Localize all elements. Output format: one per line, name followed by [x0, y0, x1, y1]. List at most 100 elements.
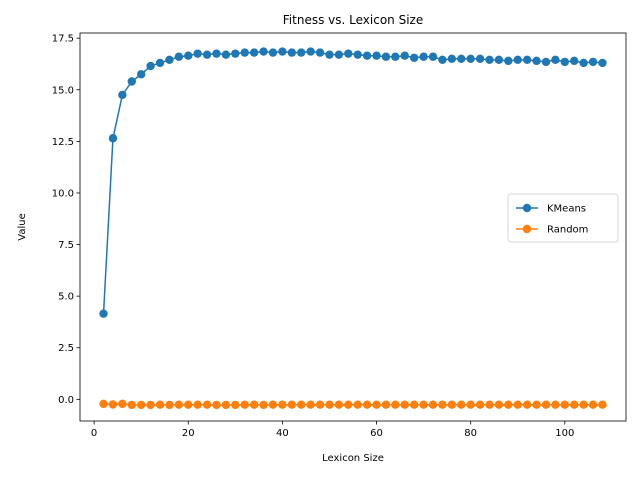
data-point: [278, 400, 287, 409]
data-point: [551, 55, 560, 65]
y-tick-label: 0.0: [58, 395, 74, 406]
data-point: [598, 58, 607, 68]
x-tick-label: 80: [464, 428, 477, 439]
y-tick-label: 12.5: [52, 137, 74, 148]
data-point: [438, 400, 447, 409]
y-tick-label: 2.5: [58, 343, 74, 354]
data-point: [240, 48, 249, 57]
data-point: [249, 48, 259, 57]
data-point: [541, 400, 551, 409]
data-point: [268, 400, 278, 409]
data-point: [344, 49, 353, 58]
legend-label: Random: [547, 225, 588, 236]
data-point: [409, 400, 419, 409]
data-point: [372, 400, 381, 409]
y-tick-label: 10.0: [52, 188, 74, 199]
data-point: [127, 400, 136, 410]
data-point: [306, 47, 315, 56]
data-point: [193, 400, 202, 409]
data-point: [475, 400, 485, 409]
data-point: [344, 400, 353, 409]
data-point: [428, 52, 438, 61]
legend-marker: [522, 224, 532, 234]
series-random: [99, 399, 607, 410]
data-point: [588, 400, 598, 409]
data-point: [249, 400, 259, 409]
x-tick-label: 20: [182, 428, 195, 439]
data-point: [353, 50, 362, 59]
data-point: [522, 400, 532, 409]
data-point: [466, 400, 475, 409]
data-point: [541, 57, 551, 67]
data-point: [372, 51, 381, 60]
data-point: [419, 400, 428, 409]
data-point: [362, 51, 372, 60]
data-point: [146, 400, 155, 410]
data-point: [136, 400, 146, 410]
data-point: [127, 77, 136, 86]
data-point: [447, 54, 457, 63]
plot-marks: [99, 47, 607, 410]
data-point: [287, 48, 297, 57]
data-point: [513, 400, 522, 409]
data-point: [504, 400, 513, 409]
data-point: [522, 55, 532, 65]
data-point: [259, 400, 268, 410]
data-point: [297, 48, 306, 57]
data-point: [598, 400, 607, 409]
data-point: [447, 400, 457, 409]
data-point: [532, 56, 541, 66]
data-point: [202, 400, 212, 409]
data-point: [494, 400, 504, 409]
data-point: [231, 49, 240, 58]
data-point: [306, 400, 315, 409]
data-point: [118, 399, 127, 409]
data-point: [212, 49, 221, 58]
legend-item-kmeans: KMeans: [516, 204, 586, 215]
data-point: [334, 400, 344, 409]
legend-label: KMeans: [547, 204, 586, 215]
data-point: [99, 309, 108, 318]
data-point: [551, 400, 560, 409]
plot-frame: [79, 32, 627, 422]
data-point: [146, 61, 155, 71]
data-point: [485, 400, 494, 409]
data-point: [259, 47, 268, 56]
data-point: [165, 55, 174, 65]
y-axis-label: Value: [17, 213, 28, 240]
data-point: [485, 55, 494, 65]
data-point: [325, 50, 334, 59]
data-point: [221, 50, 231, 59]
data-point: [99, 399, 108, 409]
legend-box: [507, 193, 619, 243]
series-kmeans: [99, 47, 607, 318]
data-point: [457, 400, 466, 409]
data-point: [475, 54, 485, 63]
y-tick-label: 17.5: [52, 34, 74, 45]
data-point: [165, 400, 174, 410]
data-point: [268, 48, 278, 57]
data-point: [409, 53, 419, 62]
data-point: [212, 400, 221, 410]
x-tick-label: 60: [370, 428, 383, 439]
data-point: [193, 49, 202, 58]
x-tick-label: 0: [91, 428, 97, 439]
data-point: [513, 55, 522, 65]
data-point: [155, 58, 165, 68]
data-point: [155, 400, 165, 409]
data-point: [174, 400, 184, 409]
legend-marker: [522, 203, 532, 213]
data-point: [297, 400, 306, 409]
data-point: [174, 52, 184, 61]
data-point: [400, 400, 409, 409]
data-point: [202, 50, 212, 59]
data-point: [381, 400, 391, 409]
data-point: [136, 70, 146, 79]
data-point: [391, 52, 400, 61]
legend: KMeans Random: [507, 193, 619, 243]
data-point: [579, 58, 588, 68]
data-point: [325, 400, 334, 409]
legend-item-random: Random: [516, 225, 588, 236]
data-point: [438, 55, 447, 65]
